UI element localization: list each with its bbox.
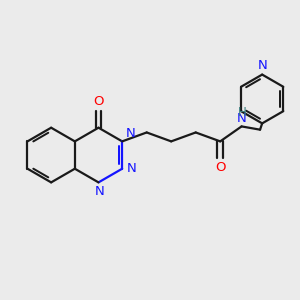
Text: N: N — [257, 59, 267, 72]
Text: O: O — [215, 161, 226, 174]
Text: N: N — [126, 127, 135, 140]
Text: H: H — [238, 106, 246, 119]
Text: N: N — [237, 112, 247, 125]
Text: O: O — [93, 95, 104, 108]
Text: N: N — [126, 162, 136, 175]
Text: N: N — [94, 185, 104, 198]
